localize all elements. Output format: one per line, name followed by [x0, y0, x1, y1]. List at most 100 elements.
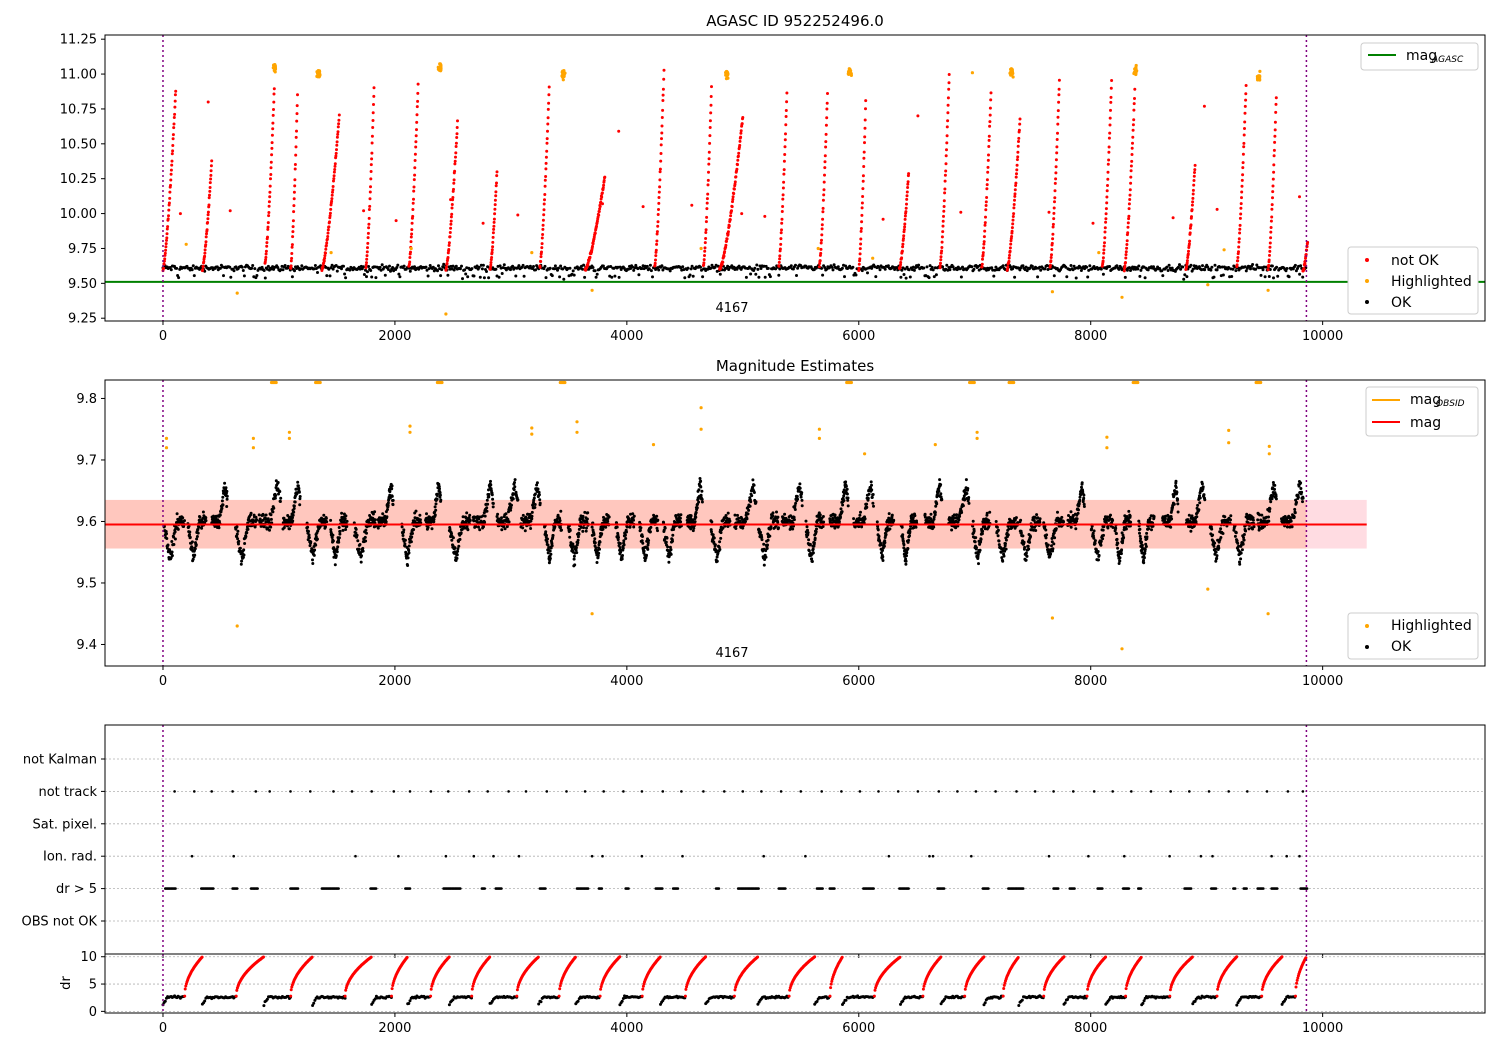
not-ok-point: [600, 195, 604, 199]
ok-point: [536, 487, 540, 491]
ok-point: [573, 563, 577, 567]
not-ok-point: [939, 255, 943, 259]
ok-point: [967, 501, 971, 505]
ok-point: [361, 265, 365, 269]
not-ok-point: [946, 111, 950, 115]
ok-point: [806, 533, 810, 537]
not-ok-point: [1192, 183, 1196, 187]
ok-point: [337, 540, 341, 544]
not-ok-point: [1236, 259, 1240, 263]
ok-point: [970, 265, 974, 269]
not-ok-point: [168, 196, 172, 200]
not-ok-point: [1269, 219, 1273, 223]
not-ok-point: [1052, 211, 1056, 215]
ok-point: [430, 527, 434, 531]
ok-point: [472, 274, 476, 278]
ok-point: [958, 267, 962, 271]
ok-point: [253, 267, 257, 271]
ok-point: [327, 267, 331, 271]
not-ok-point: [321, 264, 325, 268]
ok-point: [851, 265, 855, 269]
not-ok-point: [826, 92, 829, 95]
ok-point: [911, 516, 915, 520]
not-ok-point: [368, 197, 372, 201]
ok-point: [718, 548, 722, 551]
not-ok-point: [1012, 206, 1016, 210]
not-ok-point: [1190, 203, 1194, 207]
ok-point: [278, 500, 282, 503]
ok-point: [315, 537, 319, 541]
ok-point: [1270, 264, 1274, 268]
ok-point: [279, 496, 283, 500]
not-ok-point: [703, 246, 707, 250]
ok-point: [860, 525, 864, 529]
ok-point: [1016, 521, 1020, 525]
not-ok-point: [490, 250, 494, 254]
ok-point: [324, 516, 328, 520]
not-ok-point: [368, 190, 372, 194]
ok-point: [345, 519, 349, 523]
not-ok-point: [264, 258, 268, 262]
ok-point: [225, 489, 229, 493]
ok-point: [1003, 549, 1007, 553]
ok-point: [905, 551, 909, 555]
not-ok-point: [658, 178, 662, 182]
ok-point: [497, 275, 501, 279]
ok-point: [378, 265, 382, 269]
not-ok-point: [1298, 195, 1301, 199]
ok-point: [807, 549, 811, 553]
ok-point: [173, 537, 177, 541]
ok-point: [1201, 264, 1204, 268]
not-ok-point: [492, 217, 496, 221]
ok-point: [483, 520, 487, 524]
ok-point: [939, 492, 943, 496]
not-ok-point: [1009, 239, 1013, 243]
ok-point: [534, 268, 538, 272]
ok-point: [283, 264, 287, 267]
ok-point: [713, 543, 717, 547]
not-ok-point: [1189, 223, 1193, 227]
ok-point: [478, 275, 482, 279]
ok-point: [446, 273, 450, 277]
not-ok-point: [1049, 256, 1053, 259]
ok-point: [795, 494, 799, 498]
not-ok-point: [1014, 181, 1018, 185]
not-ok-point: [292, 204, 296, 208]
ok-point: [804, 519, 808, 523]
not-ok-point: [1053, 189, 1057, 193]
not-ok-point: [861, 179, 865, 183]
not-ok-point: [208, 186, 212, 189]
ok-point: [459, 531, 463, 535]
ok-point: [238, 546, 242, 550]
ok-point: [560, 528, 563, 532]
ok-point: [795, 274, 798, 277]
ok-point: [625, 530, 628, 534]
ok-point: [683, 276, 687, 280]
not-ok-point: [984, 200, 988, 204]
ok-point: [669, 548, 673, 552]
not-ok-point: [1235, 263, 1239, 267]
not-ok-point: [947, 87, 951, 91]
not-ok-point: [336, 130, 340, 134]
ok-point: [845, 487, 849, 491]
ok-point: [907, 268, 911, 272]
not-ok-point: [1109, 108, 1112, 112]
ok-point: [551, 534, 555, 537]
not-ok-point: [1051, 222, 1055, 226]
ok-point: [844, 480, 848, 484]
not-ok-point: [1014, 184, 1018, 187]
ok-point: [930, 265, 934, 269]
not-ok-point: [1014, 175, 1018, 179]
ok-point: [288, 527, 291, 531]
ok-point: [450, 532, 453, 536]
not-ok-point: [1008, 249, 1012, 253]
not-ok-point: [1271, 184, 1275, 188]
not-ok-point: [1133, 97, 1136, 100]
not-ok-point: [208, 181, 212, 185]
not-ok-point: [266, 235, 269, 239]
ok-point: [1074, 276, 1078, 280]
not-ok-point: [1187, 249, 1190, 253]
ok-point: [1034, 529, 1038, 532]
ok-point: [528, 512, 532, 516]
ok-point: [537, 490, 541, 494]
